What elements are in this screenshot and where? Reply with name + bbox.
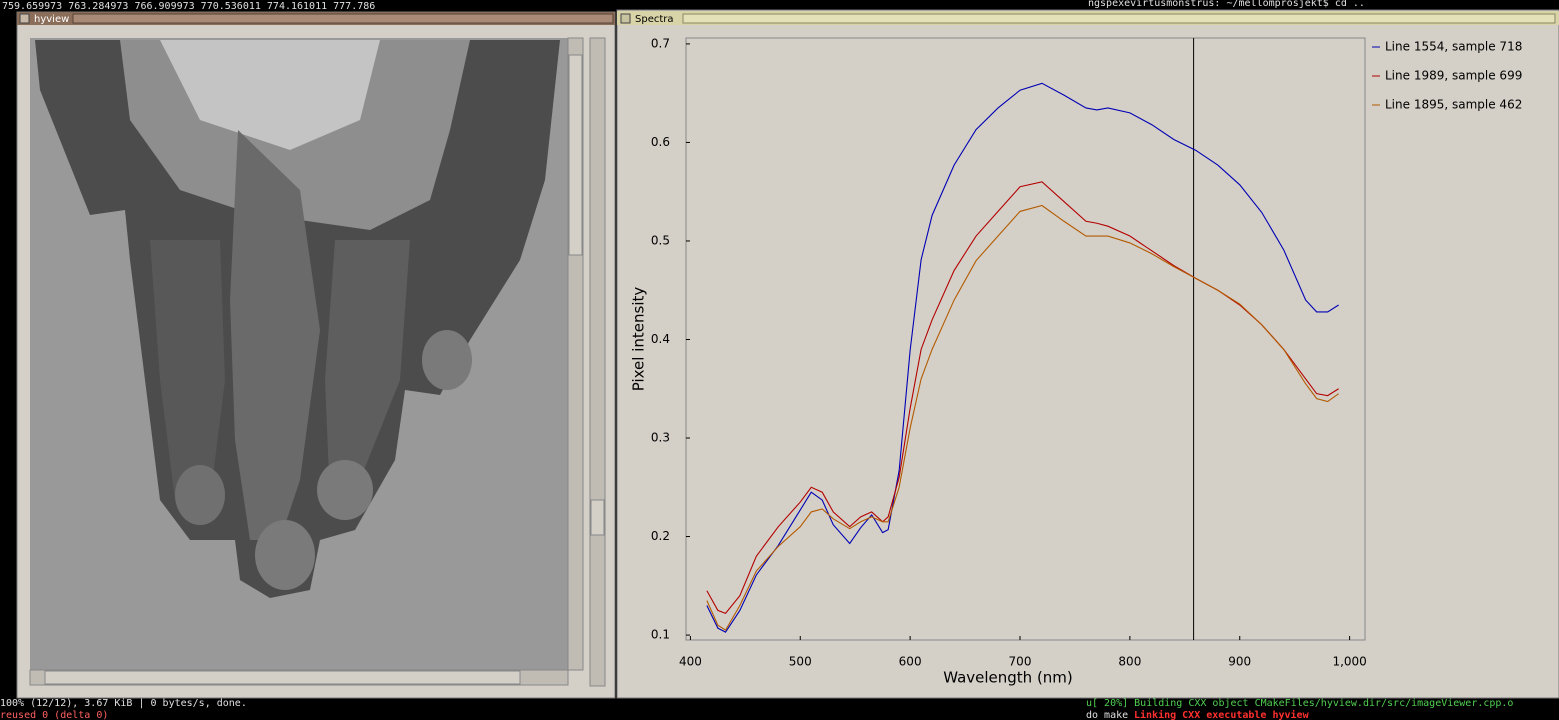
x-tick-label: 600 [899,655,922,669]
terminal-line: 100% (12/12), 3.67 KiB | 0 bytes/s, done… [0,698,247,709]
y-tick-label: 0.6 [651,135,670,149]
series-line [706,82,1339,633]
x-tick-label: 500 [789,655,812,669]
window-title: Spectra [635,14,674,25]
y-tick-label: 0.7 [651,36,670,50]
title-bar-fill [682,13,1556,24]
y-tick-label: 0.5 [651,233,670,247]
terminal-line: ngspexevirtusmonstrus: ~/mellomprosjekt$… [1088,0,1365,9]
window-title: hyview [34,14,69,25]
x-tick-label: 700 [1009,655,1032,669]
terminal-line: u[ 20%] Building CXX object CMakeFiles/h… [1086,698,1513,709]
x-tick-label: 900 [1228,655,1251,669]
h-scrollbar-thumb[interactable] [44,670,521,685]
y-tick-label: 0.2 [651,529,670,543]
y-axis-label: Pixel intensity [630,287,648,392]
scrollbar-thumb[interactable] [590,499,605,536]
terminal-line: Linking CXX executable hyview [1134,709,1310,720]
terminal-line: reused 0 (delta 0) [0,710,108,720]
legend-label: Line 1554, sample 718 [1385,40,1522,54]
y-tick-label: 0.3 [651,431,670,445]
legend-label: Line 1895, sample 462 [1385,98,1522,112]
x-tick-label: 800 [1118,655,1141,669]
y-tick-label: 0.1 [651,628,670,642]
plot-area [685,37,1366,641]
hand-image [35,40,560,598]
scrollbar[interactable] [589,37,606,687]
title-bar-fill [72,13,614,24]
terminal-line: do make [1086,710,1128,720]
y-tick-label: 0.4 [651,332,670,346]
x-axis-label: Wavelength (nm) [943,669,1073,687]
x-tick-label: 400 [679,655,702,669]
window-menu-button[interactable] [620,13,631,24]
terminal-line: 759.659973 763.284973 766.909973 770.536… [2,1,375,12]
window-menu-button[interactable] [19,13,30,24]
x-tick-label: 1,000 [1332,655,1366,669]
scrollbar-thumb[interactable] [568,54,583,256]
legend-label: Line 1989, sample 699 [1385,69,1522,83]
series-line [706,204,1339,631]
